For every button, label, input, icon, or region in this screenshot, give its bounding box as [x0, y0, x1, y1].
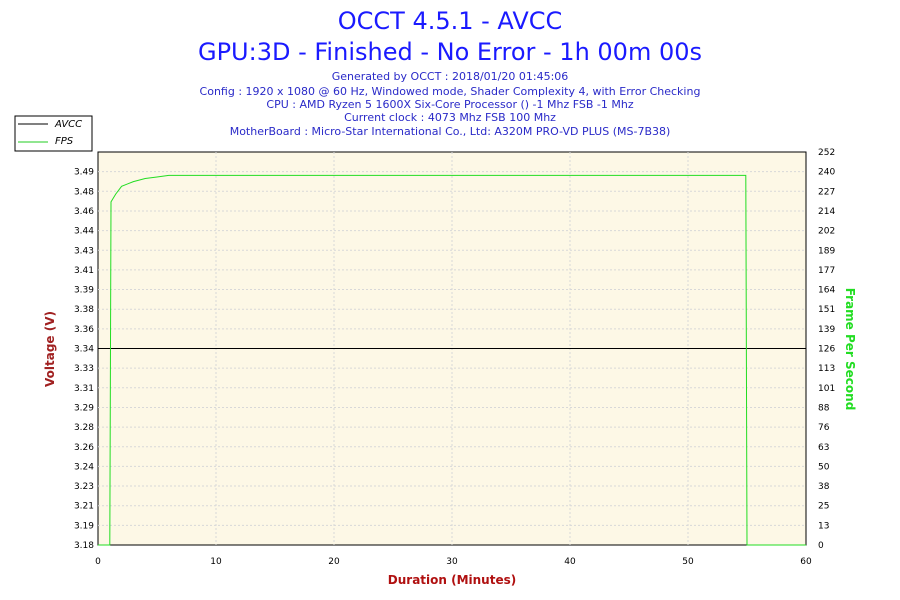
right-axis-ticks: 0 13 25 38 50 63 76 88 101 113 126 139 151 164 177 189 2…	[818, 148, 835, 551]
y-right-tick-label: 177	[818, 266, 835, 276]
y-right-tick-label: 126	[818, 345, 835, 355]
y-right-tick-label: 76	[818, 423, 830, 433]
x-tick-label: 0	[95, 557, 101, 567]
y-left-tick-label: 3.29	[74, 403, 94, 413]
series-layer	[98, 174, 806, 546]
y-axis-label-left: Voltage (V)	[43, 311, 57, 387]
y-left-tick-label: 3.41	[74, 266, 94, 276]
x-tick-label: 30	[446, 557, 458, 567]
legend-avcc-label: AVCC	[54, 119, 82, 130]
y-left-tick-label: 3.36	[74, 325, 94, 335]
y-right-tick-label: 139	[818, 325, 835, 335]
y-left-tick-label: 3.49	[74, 168, 94, 178]
info-line: Config : 1920 x 1080 @ 60 Hz, Windowed m…	[200, 85, 701, 98]
y-right-tick-label: 113	[818, 364, 835, 374]
y-axis-label-right: Frame Per Second	[843, 288, 857, 411]
y-right-tick-label: 240	[818, 168, 835, 178]
legend-fps-label: FPS	[55, 136, 74, 147]
info-line: CPU : AMD Ryzen 5 1600X Six-Core Process…	[266, 98, 633, 111]
y-left-tick-label: 3.19	[74, 521, 94, 531]
info-line: Current clock : 4073 Mhz FSB 100 Mhz	[344, 111, 556, 124]
x-tick-label: 60	[800, 557, 812, 567]
y-left-tick-label: 3.28	[74, 423, 94, 433]
x-axis-ticks: 0 10 20 30 40 50 60	[95, 557, 812, 567]
info-line: Generated by OCCT : 2018/01/20 01:45:06	[332, 70, 569, 83]
x-tick-label: 40	[564, 557, 576, 567]
y-right-tick-label: 189	[818, 246, 835, 256]
y-left-tick-label: 3.46	[74, 207, 94, 217]
chart-title: OCCT 4.5.1 - AVCC	[338, 7, 563, 35]
y-left-tick-label: 3.33	[74, 364, 94, 374]
y-right-tick-label: 252	[818, 148, 835, 158]
grid	[98, 152, 806, 545]
y-left-tick-label: 3.24	[74, 462, 94, 472]
chart-subtitle: GPU:3D - Finished - No Error - 1h 00m 00…	[198, 38, 702, 66]
legend-box	[14, 115, 93, 152]
y-left-tick-label: 3.26	[74, 443, 94, 453]
y-right-tick-label: 88	[818, 403, 830, 413]
y-left-tick-label: 3.38	[74, 305, 94, 315]
x-axis-label: Duration (Minutes)	[388, 573, 516, 587]
y-right-tick-label: 227	[818, 187, 835, 197]
y-left-tick-label: 3.23	[74, 482, 94, 492]
y-right-tick-label: 151	[818, 305, 835, 315]
y-left-tick-label: 3.21	[74, 502, 94, 512]
series-line-fps	[98, 174, 806, 546]
x-tick-label: 50	[682, 557, 694, 567]
y-left-tick-label: 3.43	[74, 246, 94, 256]
y-right-tick-label: 63	[818, 443, 829, 453]
info-line: MotherBoard : Micro-Star International C…	[230, 125, 671, 138]
y-right-tick-label: 0	[818, 541, 824, 551]
y-right-tick-label: 202	[818, 227, 835, 237]
y-right-tick-label: 164	[818, 286, 835, 296]
y-left-tick-label: 3.44	[74, 227, 94, 237]
y-left-tick-label: 3.48	[74, 187, 94, 197]
legend: AVCC FPS	[14, 115, 93, 152]
y-left-tick-label: 3.18	[74, 541, 94, 551]
y-right-tick-label: 25	[818, 502, 829, 512]
y-right-tick-label: 214	[818, 207, 835, 217]
x-tick-label: 20	[328, 557, 340, 567]
y-right-tick-label: 50	[818, 462, 830, 472]
y-left-tick-label: 3.31	[74, 384, 94, 394]
left-axis-ticks: 3.18 3.19 3.21 3.23 3.24 3.26 3.28 3.29 3.31 3.33…	[74, 168, 94, 551]
x-tick-label: 10	[210, 557, 222, 567]
y-left-tick-label: 3.34	[74, 345, 94, 355]
y-right-tick-label: 101	[818, 384, 835, 394]
y-right-tick-label: 13	[818, 521, 829, 531]
y-right-tick-label: 38	[818, 482, 830, 492]
y-left-tick-label: 3.39	[74, 286, 94, 296]
